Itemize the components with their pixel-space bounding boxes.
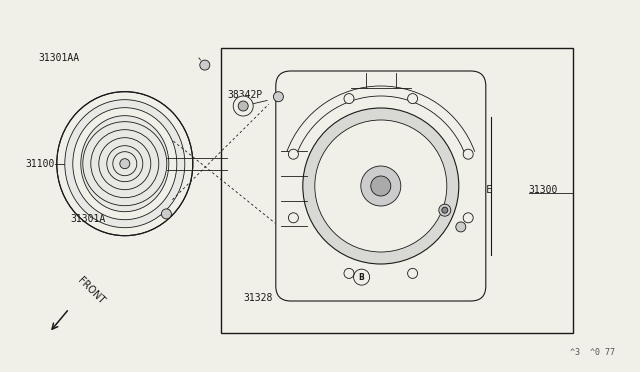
Circle shape xyxy=(442,207,448,213)
Circle shape xyxy=(439,204,451,216)
Ellipse shape xyxy=(303,108,459,264)
Circle shape xyxy=(161,209,172,219)
Text: 09120-6162B: 09120-6162B xyxy=(374,270,439,280)
Circle shape xyxy=(463,213,473,223)
Ellipse shape xyxy=(315,120,447,252)
Ellipse shape xyxy=(57,92,193,236)
Text: 31100: 31100 xyxy=(26,159,55,169)
Circle shape xyxy=(344,268,354,278)
Circle shape xyxy=(273,92,284,102)
Circle shape xyxy=(289,149,298,159)
Circle shape xyxy=(463,149,473,159)
Text: 31301AA: 31301AA xyxy=(38,53,79,62)
Circle shape xyxy=(408,268,418,278)
Ellipse shape xyxy=(73,108,177,220)
Circle shape xyxy=(233,96,253,116)
Text: 31301A: 31301A xyxy=(291,74,326,84)
Ellipse shape xyxy=(65,100,185,228)
Text: B: B xyxy=(359,273,364,282)
Text: 38342P: 38342P xyxy=(227,90,262,100)
Circle shape xyxy=(200,60,210,70)
Ellipse shape xyxy=(361,166,401,206)
Circle shape xyxy=(238,101,248,111)
Text: 31301A: 31301A xyxy=(70,215,106,224)
Text: 31328: 31328 xyxy=(243,293,273,302)
Ellipse shape xyxy=(371,176,391,196)
Text: FRONT: FRONT xyxy=(76,275,106,306)
FancyBboxPatch shape xyxy=(276,71,486,301)
Circle shape xyxy=(289,213,298,223)
Circle shape xyxy=(408,94,418,104)
Ellipse shape xyxy=(81,116,169,212)
Circle shape xyxy=(344,94,354,104)
Ellipse shape xyxy=(120,159,130,169)
Text: 31300: 31300 xyxy=(528,185,557,195)
Circle shape xyxy=(456,222,466,232)
Text: 31328E: 31328E xyxy=(458,185,493,195)
Text: （1）: （1） xyxy=(374,280,392,289)
Text: ^3  ^0 77: ^3 ^0 77 xyxy=(570,348,614,357)
Bar xyxy=(221,48,573,333)
